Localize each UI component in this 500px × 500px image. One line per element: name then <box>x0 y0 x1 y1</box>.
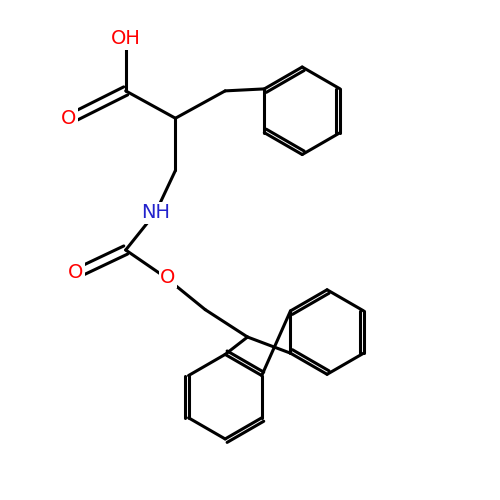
Text: OH: OH <box>111 29 140 48</box>
Text: O: O <box>61 108 76 128</box>
Text: O: O <box>68 263 84 282</box>
Text: O: O <box>160 268 176 287</box>
Text: NH: NH <box>141 203 170 222</box>
